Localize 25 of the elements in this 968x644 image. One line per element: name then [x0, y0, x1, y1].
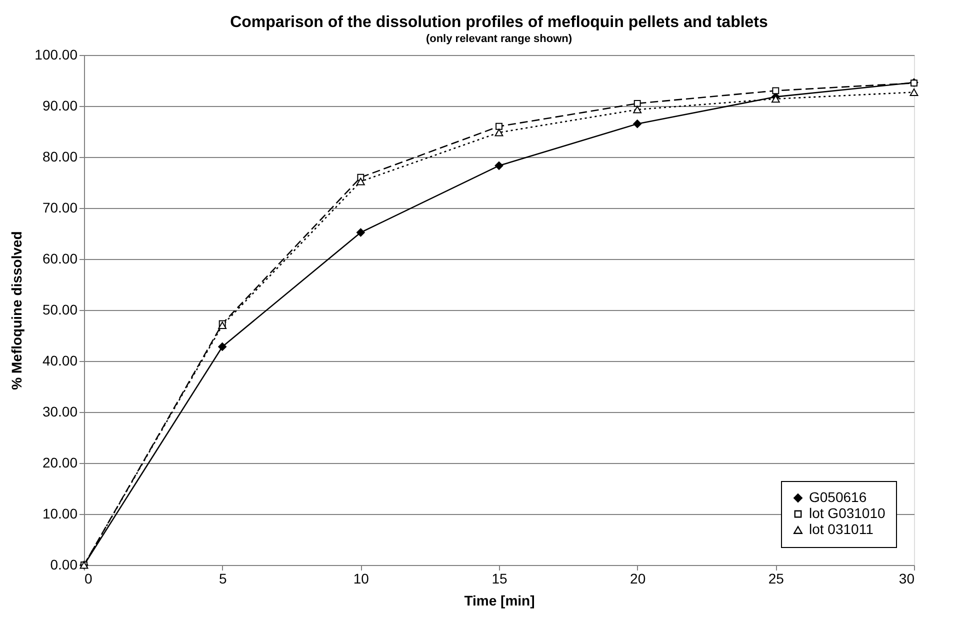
legend-label: lot G031010	[809, 505, 886, 521]
y-tick-label: 20.00	[42, 454, 78, 470]
x-tick-label: 0	[84, 570, 92, 586]
chart-subtitle: (only relevant range shown)	[426, 33, 572, 45]
x-axis-title: Time [min]	[464, 592, 535, 608]
y-tick-label: 90.00	[42, 98, 78, 114]
y-tick-label: 0.00	[50, 556, 78, 572]
chart-title: Comparison of the dissolution profiles of mefloquin pellets and tablets	[230, 14, 768, 31]
y-tick-label: 80.00	[42, 148, 78, 164]
y-tick-label: 60.00	[42, 250, 78, 266]
x-tick-label: 15	[492, 570, 508, 586]
x-tick-label: 25	[768, 570, 784, 586]
legend-label: lot 031011	[809, 521, 874, 537]
x-tick-label: 10	[353, 570, 370, 586]
y-tick-label: 30.00	[42, 404, 78, 420]
x-tick-label: 30	[898, 570, 915, 586]
legend-label: G050616	[809, 489, 867, 505]
y-tick-label: 50.00	[42, 302, 78, 318]
x-tick-label: 20	[630, 570, 646, 586]
y-tick-label: 100.00	[34, 46, 78, 62]
y-tick-label: 10.00	[42, 506, 78, 522]
x-tick-label: 5	[218, 570, 227, 586]
y-axis-title: % Mefloquine dissolved	[8, 231, 25, 390]
y-tick-label: 70.00	[42, 200, 78, 216]
y-tick-label: 40.00	[42, 352, 78, 368]
